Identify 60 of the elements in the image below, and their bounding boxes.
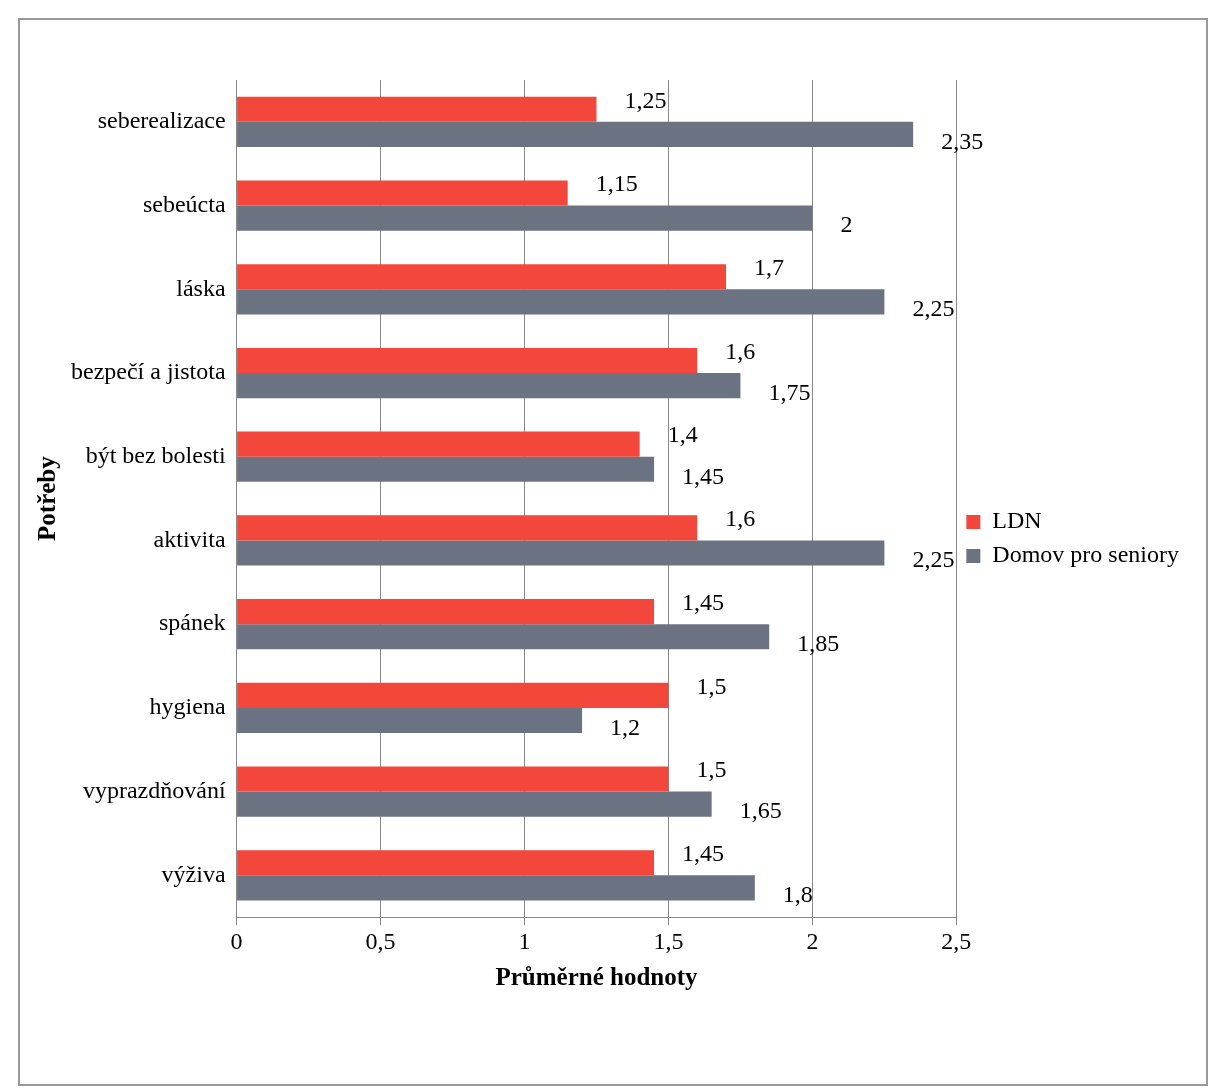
data-label: 1,45 xyxy=(682,840,725,867)
y-axis-title: Potřeby xyxy=(33,455,61,541)
data-label: 1,85 xyxy=(797,630,840,657)
x-tick-label: 1,5 xyxy=(653,927,684,954)
data-label: 1,7 xyxy=(754,254,785,281)
y-tick-label: spánek xyxy=(158,609,226,636)
x-axis-title: Průměrné hodnoty xyxy=(495,963,699,991)
bar xyxy=(237,205,813,231)
bar xyxy=(237,515,698,541)
data-label: 1,6 xyxy=(725,505,756,532)
y-tick-label: být bez bolesti xyxy=(85,442,226,469)
y-tick-label: výživa xyxy=(161,860,226,887)
y-tick-label: vyprazdňování xyxy=(82,776,226,803)
bar xyxy=(237,121,914,147)
data-label: 1,4 xyxy=(667,421,698,448)
x-tick-label: 0 xyxy=(230,927,243,954)
bar xyxy=(237,682,669,708)
y-tick-label: sebeúcta xyxy=(142,190,226,217)
bar xyxy=(237,264,727,290)
data-label: 1,45 xyxy=(682,462,725,489)
bar xyxy=(237,624,770,650)
data-label: 1,8 xyxy=(782,881,813,908)
bar xyxy=(237,373,741,399)
bar xyxy=(237,791,712,817)
data-label: 2 xyxy=(840,211,853,238)
x-tick-label: 2,5 xyxy=(941,927,972,954)
bar xyxy=(237,875,755,901)
y-tick-label: hygiena xyxy=(149,693,226,720)
bar xyxy=(237,599,655,625)
data-label: 1,2 xyxy=(610,713,641,740)
data-label: 1,5 xyxy=(696,672,727,699)
data-label: 1,15 xyxy=(595,170,638,197)
data-label: 1,65 xyxy=(739,797,782,824)
bar xyxy=(237,540,885,566)
x-tick-label: 2 xyxy=(806,927,819,954)
bar xyxy=(237,289,885,315)
bar xyxy=(237,766,669,792)
data-label: 2,25 xyxy=(912,546,955,573)
bar xyxy=(237,347,698,374)
data-label: 1,45 xyxy=(682,588,725,615)
y-tick-label: aktivita xyxy=(153,525,226,552)
bar xyxy=(237,456,655,482)
data-label: 1,75 xyxy=(768,378,811,405)
data-label: 1,5 xyxy=(696,756,727,783)
y-tick-label: bezpečí a jistota xyxy=(71,358,226,385)
y-tick-label: láska xyxy=(176,274,226,301)
data-label: 2,35 xyxy=(941,127,984,154)
bar xyxy=(237,96,597,122)
data-label: 2,25 xyxy=(912,295,955,322)
bar xyxy=(237,850,655,876)
bar xyxy=(237,431,640,457)
legend-label: Domov pro seniory xyxy=(992,541,1180,568)
x-tick-label: 1 xyxy=(518,927,531,954)
data-label: 1,25 xyxy=(624,86,667,113)
legend-label: LDN xyxy=(992,507,1042,534)
y-tick-label: seberealizace xyxy=(97,107,226,134)
bar xyxy=(237,707,583,734)
x-tick-label: 0,5 xyxy=(365,927,396,954)
bar xyxy=(237,180,568,206)
data-label: 1,6 xyxy=(725,337,756,364)
